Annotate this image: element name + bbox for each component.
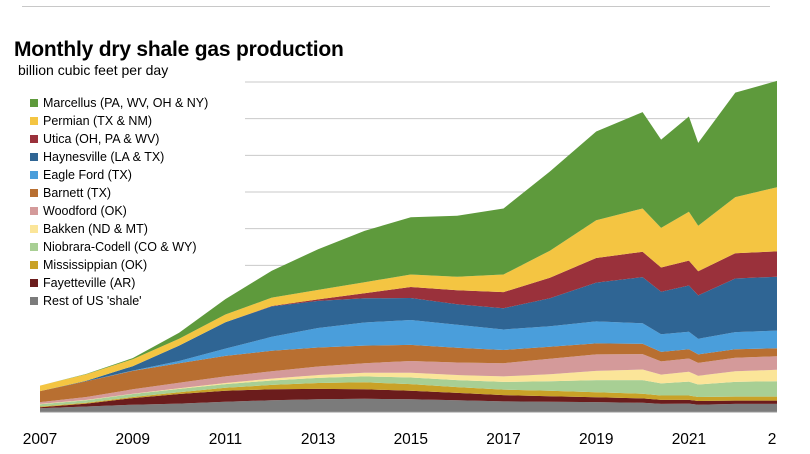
area-series-5 <box>40 354 777 404</box>
legend-label: Bakken (ND & MT) <box>43 222 148 236</box>
legend-label: Fayetteville (AR) <box>43 276 136 290</box>
legend-swatch <box>30 207 38 215</box>
area-series-6 <box>40 343 777 403</box>
area-series-7 <box>40 320 777 392</box>
x-tick-label: 2019 <box>579 431 613 448</box>
legend: Marcellus (PA, WV, OH & NY) Permian (TX &… <box>30 94 208 310</box>
x-tick-label: 2013 <box>301 431 335 448</box>
legend-swatch <box>30 135 38 143</box>
legend-label: Utica (OH, PA & WV) <box>43 132 160 146</box>
legend-item: Woodford (OK) <box>30 202 208 220</box>
legend-item: Mississippian (OK) <box>30 256 208 274</box>
legend-swatch <box>30 189 38 197</box>
x-tick-label: 2017 <box>486 431 520 448</box>
area-series-10 <box>40 187 777 392</box>
area-series-2 <box>40 382 777 408</box>
x-tick-label: 2021 <box>672 431 706 448</box>
legend-item: Niobrara-Codell (CO & WY) <box>30 238 208 256</box>
legend-swatch <box>30 225 38 233</box>
chart-subtitle: billion cubic feet per day <box>18 62 169 78</box>
legend-item: Permian (TX & NM) <box>30 112 208 130</box>
legend-label: Niobrara-Codell (CO & WY) <box>43 240 197 254</box>
area-series-4 <box>40 369 777 405</box>
legend-item: Marcellus (PA, WV, OH & NY) <box>30 94 208 112</box>
legend-label: Woodford (OK) <box>43 204 127 218</box>
legend-label: Mississippian (OK) <box>43 258 148 272</box>
legend-item: Bakken (ND & MT) <box>30 220 208 238</box>
area-series-1 <box>40 388 777 409</box>
legend-item: Barnett (TX) <box>30 184 208 202</box>
legend-label: Barnett (TX) <box>43 186 112 200</box>
legend-item: Rest of US 'shale' <box>30 292 208 310</box>
legend-label: Eagle Ford (TX) <box>43 168 132 182</box>
area-layer <box>40 80 777 412</box>
x-tick-label: 2007 <box>23 431 57 448</box>
legend-label: Rest of US 'shale' <box>43 294 142 308</box>
legend-swatch <box>30 153 38 161</box>
area-series-11 <box>40 80 777 386</box>
legend-swatch <box>30 117 38 125</box>
x-tick-label: 2009 <box>115 431 149 448</box>
legend-swatch <box>30 261 38 269</box>
area-series-3 <box>40 376 777 407</box>
legend-swatch <box>30 171 38 179</box>
area-series-8 <box>40 276 777 392</box>
x-tick-label: 2 <box>768 431 777 448</box>
legend-item: Haynesville (LA & TX) <box>30 148 208 166</box>
legend-label: Marcellus (PA, WV, OH & NY) <box>43 96 209 110</box>
legend-swatch <box>30 243 38 251</box>
x-tick-label: 2015 <box>394 431 428 448</box>
x-tick-label: 2011 <box>209 431 242 448</box>
legend-item: Utica (OH, PA & WV) <box>30 130 208 148</box>
legend-item: Eagle Ford (TX) <box>30 166 208 184</box>
legend-swatch <box>30 297 38 305</box>
legend-swatch <box>30 279 38 287</box>
legend-item: Fayetteville (AR) <box>30 274 208 292</box>
legend-swatch <box>30 99 38 107</box>
chart-title: Monthly dry shale gas production <box>14 38 344 61</box>
top-rule <box>22 6 770 7</box>
legend-label: Haynesville (LA & TX) <box>43 150 165 164</box>
x-axis: 2007 2009 2011 2013 2015 2017 2019 2021 2 <box>23 431 777 448</box>
area-series-0 <box>40 398 777 412</box>
legend-label: Permian (TX & NM) <box>43 114 153 128</box>
